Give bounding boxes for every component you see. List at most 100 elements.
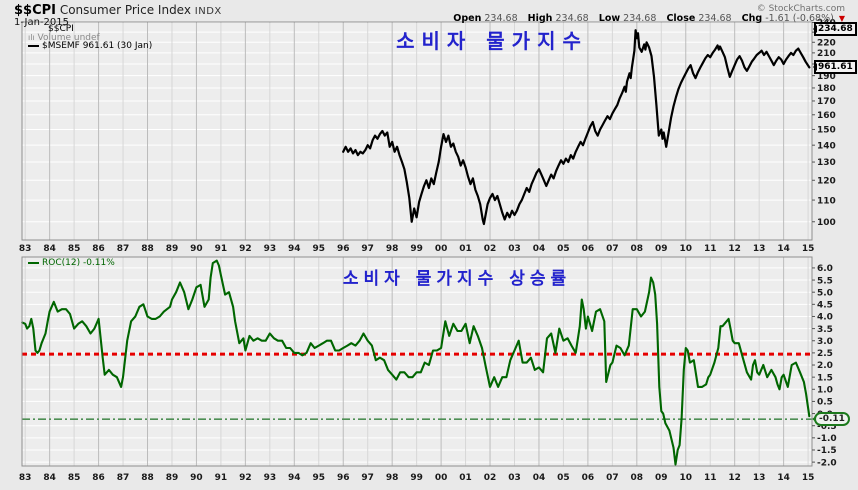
roc-panel-xtick: 07: [606, 473, 619, 483]
roc-panel-ytick: 0.5: [817, 398, 833, 408]
roc-panel-xtick: 10: [679, 473, 692, 483]
low-value: 234.68: [623, 13, 657, 24]
cpi-price-panel-ytick: 190: [817, 72, 836, 82]
cpi-price-panel-xtick: 87: [117, 244, 130, 254]
cpi-price-panel-ytick: 160: [817, 111, 836, 121]
roc-panel-xtick: 92: [239, 473, 252, 483]
roc-last-value-tag: -0.11: [812, 412, 850, 426]
roc-panel-ytick: 2.5: [817, 349, 833, 359]
chg-value: -1.61 (-0.68%): [765, 13, 834, 24]
cpi-price-panel-xtick: 01: [459, 244, 472, 254]
roc-panel-ytick: -2.0: [817, 458, 837, 468]
msemf-line: [342, 29, 811, 226]
roc-panel-xtick: 06: [582, 473, 595, 483]
low-label: Low: [598, 13, 621, 24]
roc-line-swatch: [28, 261, 39, 264]
cpi-price-panel-xtick: 93: [264, 244, 277, 254]
roc-panel-xtick: 13: [753, 473, 766, 483]
bottom-panel-korean-title: 소비자 물가지수 상승률: [342, 269, 572, 289]
legend-overlay: $MSEMF 961.61 (30 Jan): [28, 42, 152, 51]
roc-panel-xtick: 95: [313, 473, 326, 483]
cpi-price-panel-y-axis-labels: 1001101201301401501601701801902002102202…: [812, 19, 836, 228]
stockcharts-credit: © StockCharts.com: [756, 4, 845, 14]
cpi-price-panel-ytick: 150: [817, 126, 836, 136]
cpi-price-panel-xtick: 83: [19, 244, 32, 254]
bottom-panel-legend: ROC(12) -0.11%: [28, 258, 115, 268]
roc-panel-xtick: 83: [19, 473, 32, 483]
cpi-price-panel-xtick: 00: [435, 244, 448, 254]
cpi-price-panel-ytick: 220: [817, 38, 836, 48]
roc-panel-xtick: 90: [190, 473, 203, 483]
chart-date: 1-Jan-2015: [14, 17, 69, 28]
cpi-price-panel-xtick: 90: [190, 244, 203, 254]
open-label: Open: [453, 13, 482, 24]
roc-panel-ytick: 1.0: [817, 385, 833, 395]
roc-panel-ytick: -1.0: [817, 434, 837, 444]
cpi-price-panel-xtick: 86: [92, 244, 105, 254]
cpi-price-panel-x-axis-labels: 83 84 85 86 87 88 89 90 91 92 93 94 95 96 97 98 99 00 01 02…: [19, 244, 814, 254]
high-label: High: [527, 13, 553, 24]
roc-panel-xtick: 09: [655, 473, 668, 483]
cpi-price-panel-xtick: 11: [704, 244, 717, 254]
cpi-price-panel-xtick: 96: [337, 244, 350, 254]
roc-panel-ytick: 3.0: [817, 337, 833, 347]
roc-panel-xtick: 04: [533, 473, 546, 483]
cpi-close-price-tag: 234.68: [813, 22, 857, 36]
roc-panel-y-axis-labels: 6.05.55.04.54.03.53.02.52.01.51.00.50.0-…: [812, 264, 837, 468]
cpi-price-panel-xtick: 94: [288, 244, 301, 254]
roc-panel-xtick: 05: [557, 473, 570, 483]
cpi-price-panel-xtick: 88: [141, 244, 154, 254]
roc-panel-xtick: 93: [264, 473, 277, 483]
cpi-price-panel-xtick: 85: [68, 244, 81, 254]
roc-panel-xtick: 15: [802, 473, 815, 483]
roc-panel-ytick: 6.0: [817, 264, 833, 274]
cpi-price-panel-xtick: 84: [43, 244, 56, 254]
symbol-name: Consumer Price Index: [59, 3, 191, 17]
cpi-price-panel-xtick: 89: [166, 244, 179, 254]
close-label: Close: [666, 13, 696, 24]
quote-row: Open 234.68 High 234.68 Low 234.68 Close…: [453, 13, 845, 24]
cpi-price-panel-xtick: 13: [753, 244, 766, 254]
roc-panel-ytick: -1.5: [817, 446, 837, 456]
cpi-price-panel-xtick: 05: [557, 244, 570, 254]
chg-label: Chg: [741, 13, 763, 24]
roc-panel-xtick: 96: [337, 473, 350, 483]
chart-header: $$CPI Consumer Price Index INDX: [14, 3, 222, 18]
roc-panel-ytick: 5.0: [817, 288, 833, 298]
top-panel-legend: $$CPI ılı Volume undef $MSEMF 961.61 (30…: [28, 25, 152, 51]
roc-panel-ytick: 4.0: [817, 313, 833, 323]
roc-panel-v-gridlines: [24, 257, 809, 466]
roc-line: [21, 259, 811, 466]
roc-panel-xtick: 14: [777, 473, 790, 483]
cpi-price-panel-xtick: 14: [777, 244, 790, 254]
cpi-price-panel-ytick: 210: [817, 49, 836, 59]
cpi-price-panel-ytick: 110: [817, 196, 836, 206]
cpi-price-panel-ytick: 100: [817, 218, 836, 228]
cpi-price-panel-xtick: 07: [606, 244, 619, 254]
legend-volume: ılı Volume undef: [28, 32, 100, 43]
cpi-price-panel-xtick: 02: [484, 244, 497, 254]
cpi-price-panel-ytick: 180: [817, 84, 836, 94]
cpi-price-panel-xtick: 10: [679, 244, 692, 254]
roc-panel-x-axis-labels: 83 84 85 86 87 88 89 90 91 92 93 94 95 96 97 98 99 00 01 02…: [19, 473, 814, 483]
roc-panel-xtick: 08: [631, 473, 644, 483]
cpi-price-panel-xtick: 12: [728, 244, 741, 254]
roc-panel-ytick: 1.5: [817, 373, 833, 383]
cpi-price-panel-ytick: 170: [817, 97, 836, 107]
cpi-price-panel-ytick: 120: [817, 176, 836, 186]
roc-panel-xtick: 85: [68, 473, 81, 483]
cpi-price-panel-ytick: 140: [817, 141, 836, 151]
symbol-label: $$CPI: [14, 3, 56, 18]
cpi-price-panel-xtick: 92: [239, 244, 252, 254]
close-value: 234.68: [698, 13, 732, 24]
roc-panel-ytick: -0.5: [817, 422, 837, 432]
roc-panel: 6.05.55.04.54.03.53.02.52.01.51.00.50.0-…: [19, 256, 837, 483]
cpi-price-panel: 1001101201301401501601701801902002102202…: [19, 19, 836, 254]
cpi-price-panel-border: [21, 21, 813, 241]
roc-panel-xtick: 00: [435, 473, 448, 483]
legend-symbol: $$CPI: [48, 24, 74, 34]
top-panel-korean-title: 소비자 물가지수: [396, 29, 588, 53]
cpi-price-panel-xtick: 08: [631, 244, 644, 254]
exchange-label: INDX: [194, 6, 222, 17]
